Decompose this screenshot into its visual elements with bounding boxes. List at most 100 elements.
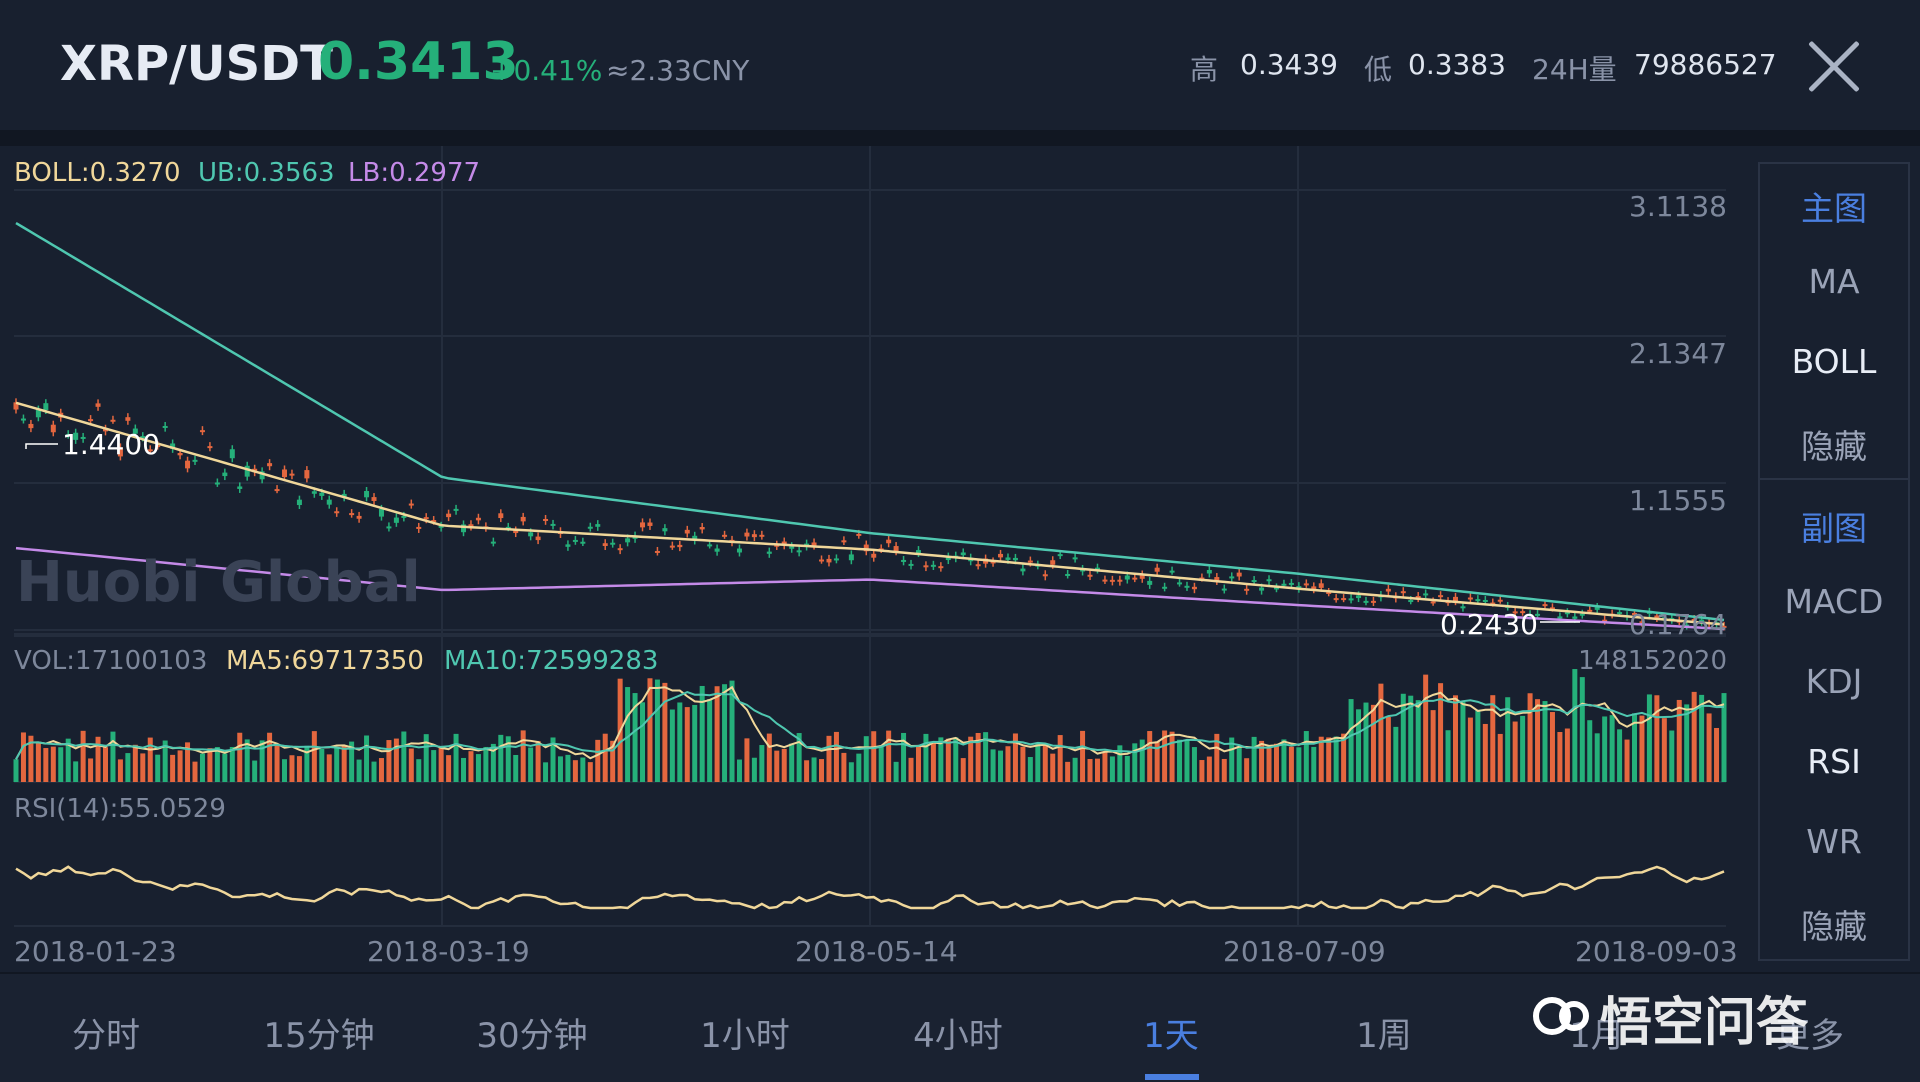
volume-bar <box>326 754 332 782</box>
candle-body <box>65 434 71 437</box>
wukong-logo-icon <box>1533 997 1589 1035</box>
indicator-ma[interactable]: MA <box>1808 262 1860 301</box>
candle-body <box>1005 557 1011 560</box>
volume-bar <box>1318 736 1324 782</box>
tab-timeshare[interactable]: 分时 <box>72 1016 140 1056</box>
volume-ma-lines <box>15 685 1725 760</box>
candle-body <box>468 524 474 527</box>
candle-body <box>1296 586 1302 589</box>
candle-body <box>311 491 317 494</box>
volume-bar <box>237 732 243 782</box>
candle-body <box>1385 588 1391 592</box>
volume-bar <box>602 733 608 782</box>
volume-bar <box>103 747 109 782</box>
volume-bar <box>1363 702 1369 782</box>
candle-body <box>1072 557 1078 560</box>
candle-body <box>535 536 541 541</box>
indicator-macd[interactable]: MACD <box>1784 582 1884 621</box>
candle-body <box>736 548 742 553</box>
volume-bar <box>371 761 377 782</box>
indicator-menu: 主图 MA BOLL 隐藏 副图 MACD KDJ RSI WR 隐藏 <box>1758 162 1910 961</box>
candle-body <box>692 535 698 541</box>
candle-body <box>393 517 399 523</box>
volume-bar <box>841 752 847 782</box>
tab-4hour[interactable]: 4小时 <box>913 1016 1003 1056</box>
indicator-boll[interactable]: BOLL <box>1791 342 1877 381</box>
candle-body <box>841 540 847 543</box>
candle-body <box>863 544 869 552</box>
volume-bar <box>50 746 56 782</box>
volume-bar <box>811 757 817 782</box>
volume-bar <box>736 759 742 782</box>
volume-bar <box>252 760 258 782</box>
high-label: 高 <box>1190 53 1219 86</box>
volume-bar <box>625 687 631 782</box>
volume-bar <box>125 753 131 782</box>
candle-body <box>1490 602 1496 605</box>
candle-body <box>222 472 228 477</box>
volume-bar <box>1542 701 1548 782</box>
volume-bar <box>923 733 929 782</box>
main-hide-button[interactable]: 隐藏 <box>1801 427 1867 466</box>
volume-bar <box>177 750 183 782</box>
sub-hide-button[interactable]: 隐藏 <box>1801 907 1867 946</box>
volume-bar <box>528 747 534 782</box>
close-icon[interactable] <box>1806 38 1862 94</box>
date-tick: 2018-07-09 <box>1223 935 1386 968</box>
volume-bar <box>1408 695 1414 782</box>
volume-bar <box>259 740 265 782</box>
indicator-rsi[interactable]: RSI <box>1807 742 1861 781</box>
menu-separator <box>1760 478 1908 480</box>
tab-1hour[interactable]: 1小时 <box>700 1016 790 1056</box>
candle-body <box>543 518 549 521</box>
candle-body <box>1684 624 1690 627</box>
tab-1day[interactable]: 1天 <box>1143 1016 1199 1056</box>
candle-body <box>923 565 929 568</box>
volume-bar <box>543 762 549 782</box>
volume-bar <box>214 747 220 782</box>
candle-body <box>1027 560 1033 563</box>
volume-bar <box>1378 683 1384 782</box>
volume-bar <box>431 750 437 782</box>
volume-bar <box>1139 739 1145 782</box>
tab-1month[interactable]: 1月 <box>1569 1016 1625 1056</box>
volume-bar <box>289 755 295 782</box>
min-price-label: 0.2430 <box>1440 608 1538 641</box>
candle-body <box>386 526 392 529</box>
candle-body <box>1415 596 1421 599</box>
tab-30min[interactable]: 30分钟 <box>476 1016 588 1056</box>
volume-bar <box>408 748 414 782</box>
candlesticks <box>13 398 1727 631</box>
candle-body <box>565 544 571 547</box>
volume-bar <box>1072 757 1078 782</box>
volume-bar <box>550 737 556 782</box>
kline-chart[interactable] <box>0 146 1740 972</box>
candle-body <box>886 539 892 544</box>
volume-bar <box>1497 733 1503 782</box>
tab-15min[interactable]: 15分钟 <box>263 1016 375 1056</box>
volume-bar <box>296 756 302 782</box>
candle-body <box>1273 587 1279 590</box>
volume-bar <box>65 738 71 782</box>
tab-1week[interactable]: 1周 <box>1356 1016 1412 1056</box>
volume-bar <box>95 736 101 782</box>
candle-body <box>617 548 623 551</box>
volume-bar <box>1005 746 1011 782</box>
indicator-kdj[interactable]: KDJ <box>1805 662 1863 701</box>
price-tick: 2.1347 <box>1629 337 1727 370</box>
date-tick: 2018-01-23 <box>14 935 177 968</box>
rsi-line <box>15 865 1725 910</box>
candle-body <box>274 489 280 492</box>
volume-bar <box>20 732 26 782</box>
volume-bar <box>983 732 989 782</box>
price-change: +0.41% <box>490 54 603 87</box>
tab-more[interactable]: 更多 <box>1776 1016 1844 1056</box>
volume-bar <box>1490 695 1496 782</box>
candle-body <box>1162 586 1168 589</box>
low-value: 0.3383 <box>1408 48 1506 81</box>
indicator-wr[interactable]: WR <box>1806 822 1862 861</box>
candle-body <box>781 541 787 546</box>
date-tick: 2018-09-03 <box>1575 935 1738 968</box>
price-tick: 0.1764 <box>1629 608 1727 641</box>
volume-bar <box>595 739 601 782</box>
